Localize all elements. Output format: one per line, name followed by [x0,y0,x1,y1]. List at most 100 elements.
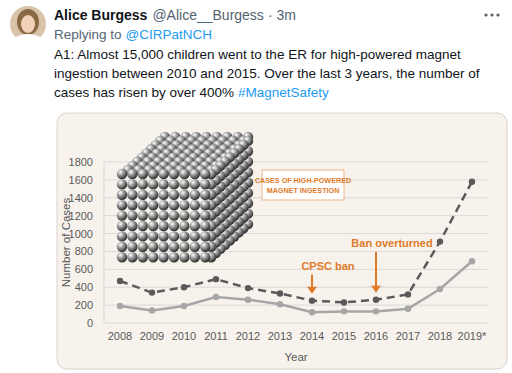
magnet-ball [117,221,127,231]
magnet-ball [169,200,179,210]
y-tick-label: 1000 [69,228,93,240]
magnet-ball [117,179,127,189]
magnet-ball [169,190,179,200]
magnet-ball [200,221,210,231]
y-tick-label: 1400 [69,192,93,204]
magnet-ball [179,231,189,241]
magnet-ball [127,231,137,241]
magnet-ball [179,169,189,179]
magnet-ball [179,210,189,220]
more-menu[interactable] [484,13,499,16]
magnet-ball [148,200,158,210]
point [373,297,379,303]
time: 3m [277,7,296,23]
point [437,238,443,244]
x-tick-label: 2014 [300,330,324,342]
point [341,299,347,305]
author-name: Alice Burgess [54,7,148,23]
hashtag[interactable]: #MagnetSafety [238,85,329,100]
magnet-ball [138,252,148,262]
point [405,291,411,297]
magnet-ball [169,210,179,220]
magnet-ball [190,190,200,200]
magnet-ball [158,179,168,189]
magnet-ball [169,179,179,189]
annotation-arrow [311,275,313,288]
point [149,289,155,295]
magnet-ball [158,169,168,179]
magnet-ball [148,231,158,241]
point [213,276,219,282]
magnet-ball [179,200,189,210]
reply-line: Replying to @CIRPatNCH [54,27,212,42]
magnet-ball [190,210,200,220]
magnet-ball [148,190,158,200]
point [117,278,123,284]
magnet-ball [138,190,148,200]
y-tick-label: 1800 [69,156,93,168]
magnet-ball [190,179,200,189]
magnet-ball [200,200,210,210]
magnet-ball [138,200,148,210]
magnet-ball [200,210,210,220]
y-tick-label: 0 [87,317,93,329]
point [277,301,283,307]
inset-label: MAGNET INGESTION [267,186,340,195]
series-line [120,261,472,312]
y-tick-label: 800 [75,245,93,257]
annotation: CPSC ban [301,260,354,272]
magnet-ball [117,190,127,200]
point [245,297,251,303]
magnet-ball [148,242,158,252]
magnet-ball [158,210,168,220]
magnet-ball [200,190,210,200]
y-tick-label: 200 [75,299,93,311]
magnet-ball [117,210,127,220]
point [181,303,187,309]
magnet-ball [190,169,200,179]
point [245,285,251,291]
inset-label-box [262,170,344,200]
magnet-ball [138,231,148,241]
magnet-ball [179,179,189,189]
point [341,308,347,314]
magnet-ball [169,169,179,179]
magnet-ball [148,169,158,179]
magnet-ball [179,190,189,200]
magnet-ball [117,252,127,262]
annotation: Ban overturned [351,237,432,249]
menu-dot [484,13,487,16]
magnet-ball [200,242,210,252]
x-tick-label: 2017 [396,330,420,342]
point [309,297,315,303]
point [213,294,219,300]
magnet-ball [127,252,137,262]
magnet-ball [169,231,179,241]
separator: · [268,7,273,23]
reply-handle[interactable]: @CIRPatNCH [126,27,212,42]
y-tick-label: 600 [75,263,93,275]
magnet-ball [127,200,137,210]
x-tick-label: 2008 [108,330,132,342]
reply-prefix: Replying to [54,27,122,42]
grid-line [104,305,488,306]
y-axis-title: Number of Cases [60,198,72,288]
y-tick-label: 400 [75,281,93,293]
inset-label: CASES OF HIGH-POWERED [255,176,351,185]
magnet-ball [138,221,148,231]
magnet-ball [200,252,210,262]
point [469,258,475,264]
series-line [120,182,472,303]
x-axis-title: Year [284,351,307,363]
tweet-header: Alice Burgess@Alice__Burgess·3m [54,7,296,23]
magnet-ball [190,252,200,262]
point [149,307,155,313]
magnet-ball [200,169,210,179]
magnet-ball [117,242,127,252]
point [373,308,379,314]
x-tick-label: 2015 [332,330,356,342]
magnet-ball [200,231,210,241]
magnet-ball [190,221,200,231]
x-tick-label: 2010 [172,330,196,342]
chart-card [57,113,507,369]
